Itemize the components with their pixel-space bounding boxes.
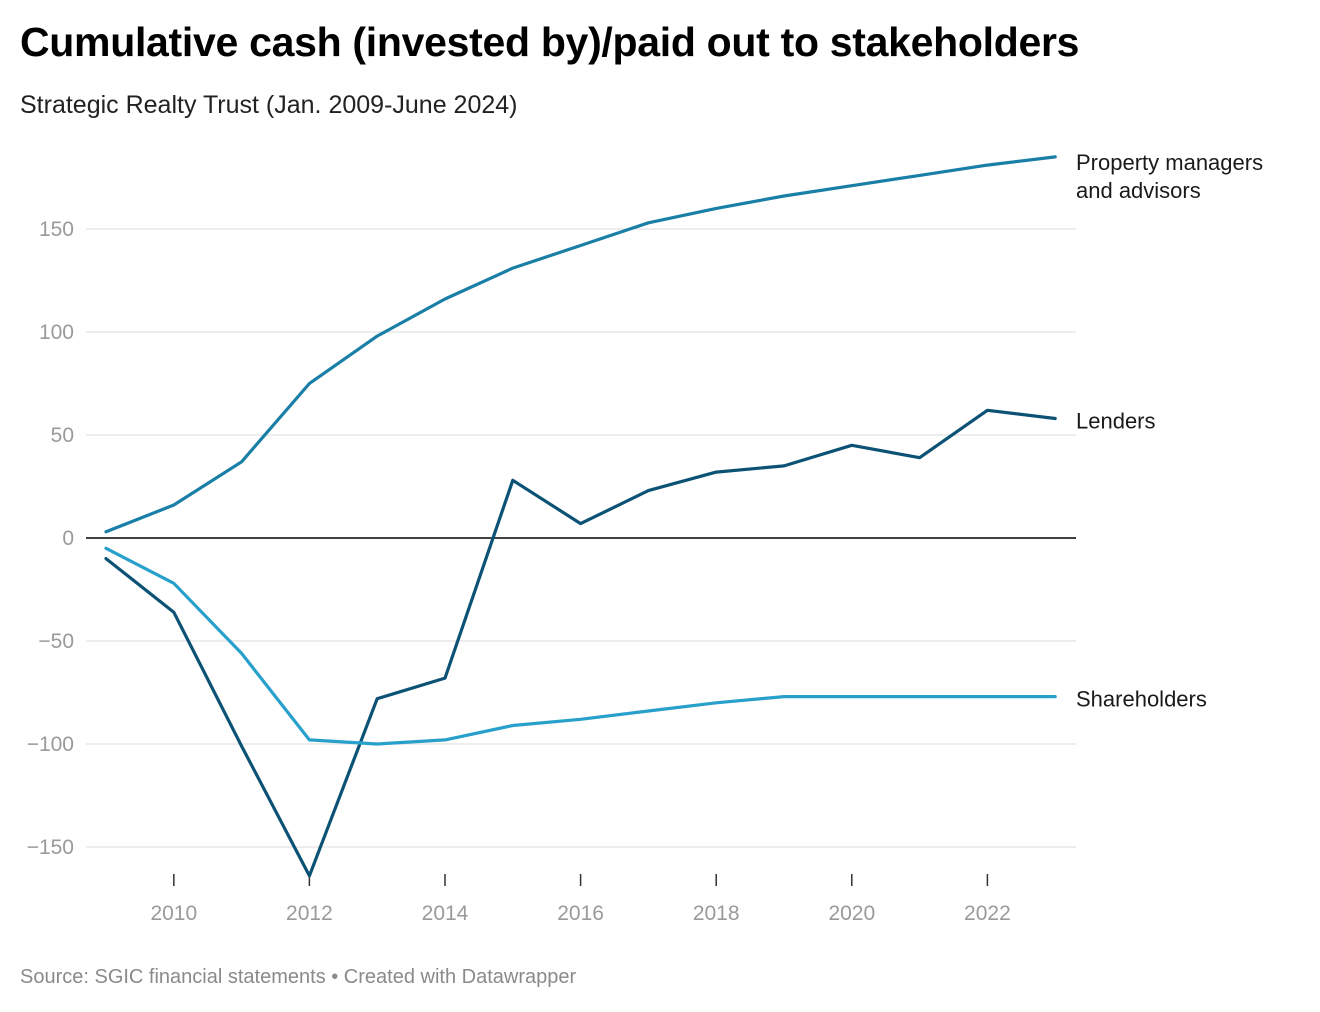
y-tick-label: 50 — [51, 424, 74, 447]
chart-subtitle: Strategic Realty Trust (Jan. 2009-June 2… — [20, 91, 518, 119]
x-tick-label: 2014 — [422, 902, 469, 925]
series-lines — [104, 155, 1057, 878]
y-tick-label: −100 — [27, 733, 74, 756]
series-line-shareholders — [104, 546, 1057, 746]
x-tick-label: 2016 — [557, 902, 604, 925]
y-tick-label: −50 — [38, 630, 74, 653]
series-label-lenders: Lenders — [1076, 409, 1156, 434]
source-footer: Source: SGIC financial statements • Crea… — [20, 966, 577, 988]
series-label-shareholders: Shareholders — [1076, 687, 1207, 712]
x-tick-label: 2022 — [964, 902, 1011, 925]
y-tick-label: −150 — [27, 836, 74, 859]
chart-title: Cumulative cash (invested by)/paid out t… — [20, 19, 1080, 65]
series-label-property-managers-and-advisors: Property managers and advisors — [1076, 150, 1263, 203]
y-tick-label: 100 — [39, 321, 74, 344]
x-tick-label: 2020 — [828, 902, 875, 925]
y-tick-label: 0 — [62, 527, 74, 550]
x-axis: 2010 2012 2014 2016 2018 2020 2022 — [150, 874, 1011, 925]
y-tick-label: 150 — [39, 218, 74, 241]
series-line-property-managers-and-advisors — [104, 155, 1057, 534]
y-axis: 150 100 50 0 −50 −100 −150 — [27, 218, 74, 859]
grid-lines — [86, 228, 1076, 848]
x-tick-label: 2010 — [150, 902, 197, 925]
series-line-lenders — [104, 408, 1057, 878]
x-tick-label: 2012 — [286, 902, 333, 925]
x-tick-label: 2018 — [693, 902, 740, 925]
series-labels: Property managers and advisors Lenders Shar… — [1076, 150, 1263, 712]
